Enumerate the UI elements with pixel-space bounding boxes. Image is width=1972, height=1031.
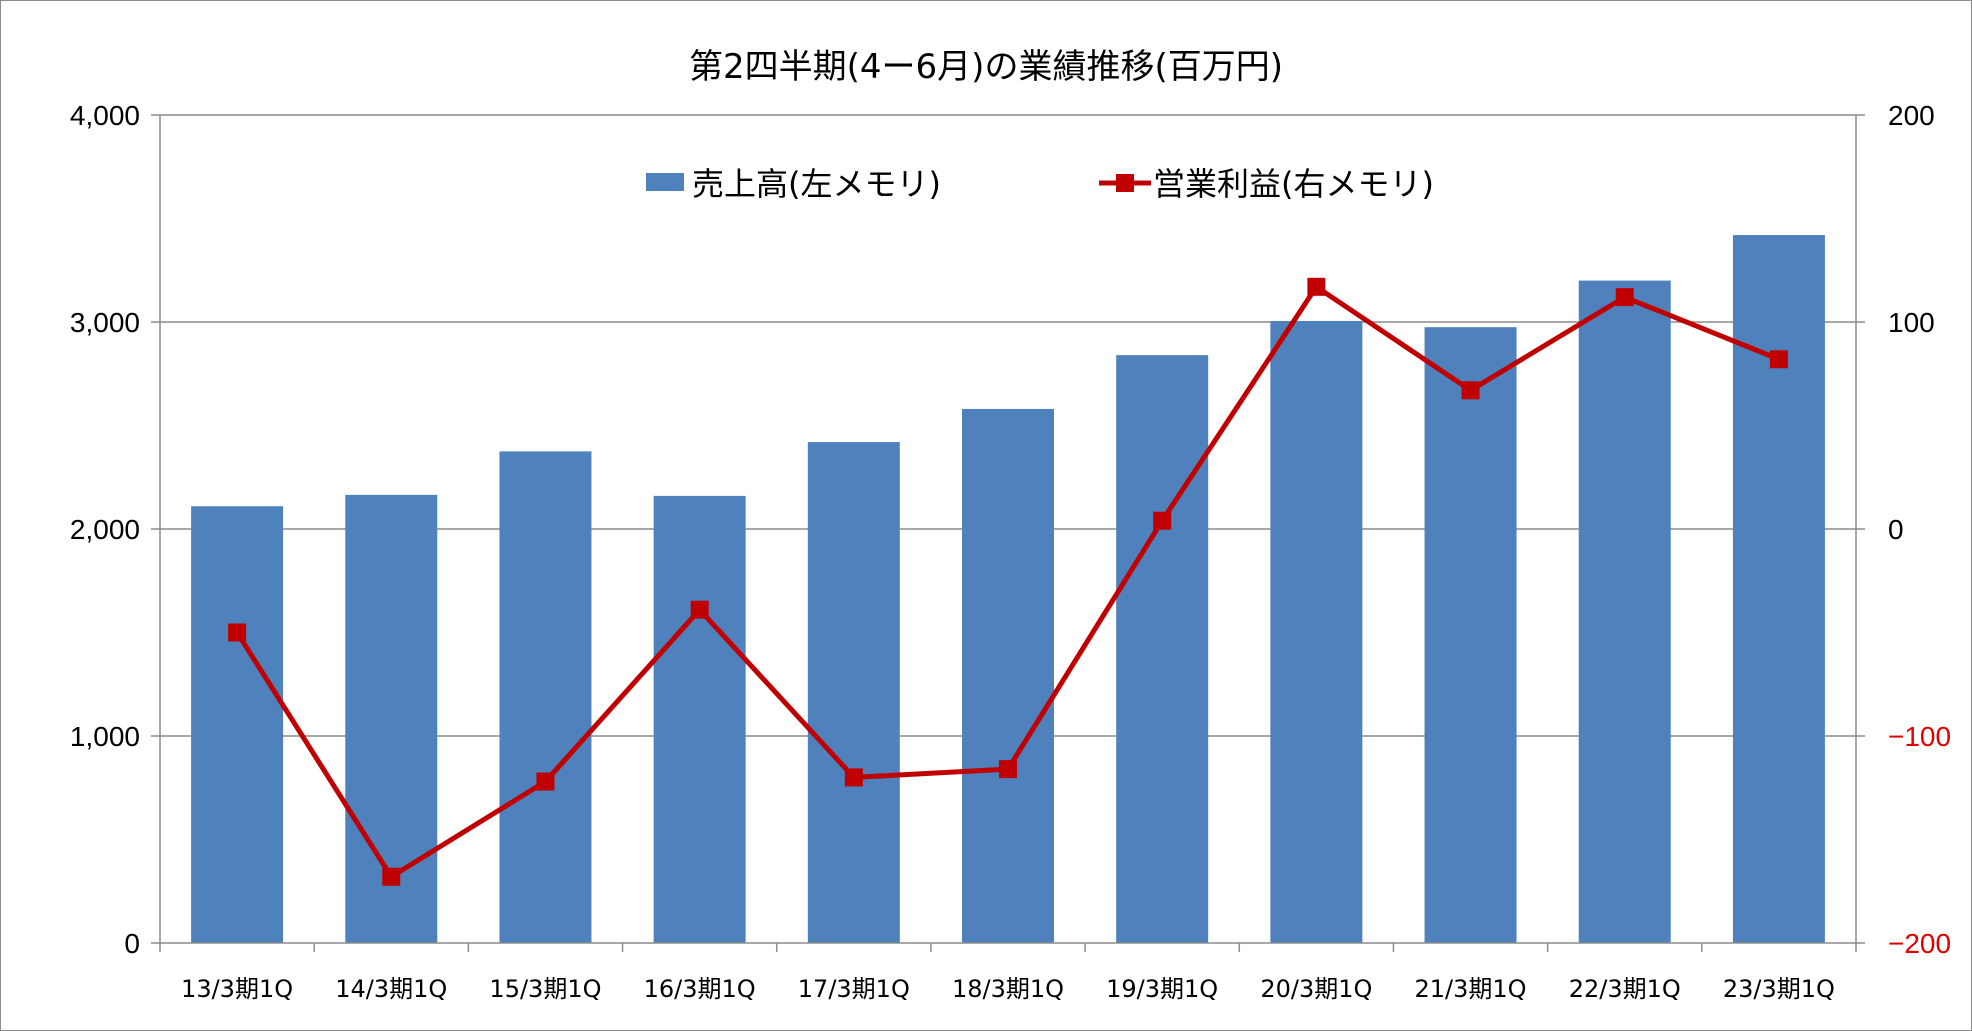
bar-17/3期1Q [807, 442, 900, 943]
legend-label-sales: 売上高(左メモリ) [692, 165, 941, 203]
left-axis-tick-label: 3,000 [70, 307, 140, 338]
line-marker-17/3期1Q [844, 768, 863, 787]
legend-label-profit: 営業利益(右メモリ) [1153, 165, 1434, 203]
left-axis-tick-label: 2,000 [70, 514, 140, 545]
bar-16/3期1Q [653, 495, 746, 943]
bar-13/3期1Q [191, 506, 284, 943]
bar-21/3期1Q [1424, 327, 1517, 943]
x-axis-category-label: 13/3期1Q [181, 975, 293, 1003]
bar-19/3期1Q [1116, 355, 1209, 943]
bar-22/3期1Q [1578, 280, 1671, 944]
bar-23/3期1Q [1732, 235, 1825, 943]
bar-15/3期1Q [499, 451, 592, 943]
x-axis-category-label: 20/3期1Q [1260, 975, 1372, 1003]
x-axis-category-label: 23/3期1Q [1723, 975, 1835, 1003]
chart-title: 第2四半期(4ー6月)の業績推移(百万円) [689, 47, 1283, 87]
x-axis-category-label: 22/3期1Q [1569, 975, 1681, 1003]
left-axis-tick-label: 0 [124, 928, 140, 959]
left-axis-tick-label: 1,000 [70, 721, 140, 752]
line-marker-23/3期1Q [1769, 350, 1788, 369]
x-axis-category-label: 21/3期1Q [1415, 975, 1527, 1003]
x-axis-category-label: 14/3期1Q [335, 975, 447, 1003]
axes [151, 114, 1865, 952]
legend: 売上高(左メモリ) 営業利益(右メモリ) [646, 165, 1434, 203]
line-marker-19/3期1Q [1153, 511, 1172, 530]
legend-swatch-sales [646, 173, 684, 191]
right-axis-tick-label: −100 [1888, 721, 1951, 752]
axis-labels: 0 1,000 2,000 3,000 4,000 −200 −100 0 100 200 13/3… [70, 100, 1951, 1003]
x-axis-category-label: 18/3期1Q [952, 975, 1064, 1003]
x-axis-category-label: 17/3期1Q [798, 975, 910, 1003]
line-marker-16/3期1Q [690, 600, 709, 619]
line-marker-21/3期1Q [1461, 381, 1480, 400]
line-marker-18/3期1Q [999, 760, 1017, 779]
line-marker-15/3期1Q [536, 772, 555, 791]
x-axis-category-label: 16/3期1Q [644, 975, 756, 1003]
bar-series [191, 235, 1825, 944]
x-axis-category-label: 19/3期1Q [1106, 975, 1218, 1003]
bar-20/3期1Q [1270, 320, 1363, 944]
legend-marker-profit [1116, 174, 1134, 192]
right-axis-tick-label: 0 [1888, 514, 1904, 545]
line-marker-14/3期1Q [382, 867, 401, 886]
line-series [228, 277, 1788, 886]
line-marker-20/3期1Q [1307, 277, 1326, 296]
x-axis-category-label: 15/3期1Q [489, 975, 601, 1003]
right-axis-tick-label: 100 [1888, 307, 1935, 338]
bar-18/3期1Q [962, 408, 1054, 943]
right-axis-tick-label: 200 [1888, 100, 1935, 131]
line-marker-13/3期1Q [228, 623, 247, 642]
right-axis-tick-label: −200 [1888, 928, 1951, 959]
left-axis-tick-label: 4,000 [70, 100, 140, 131]
line-marker-22/3期1Q [1615, 288, 1634, 307]
